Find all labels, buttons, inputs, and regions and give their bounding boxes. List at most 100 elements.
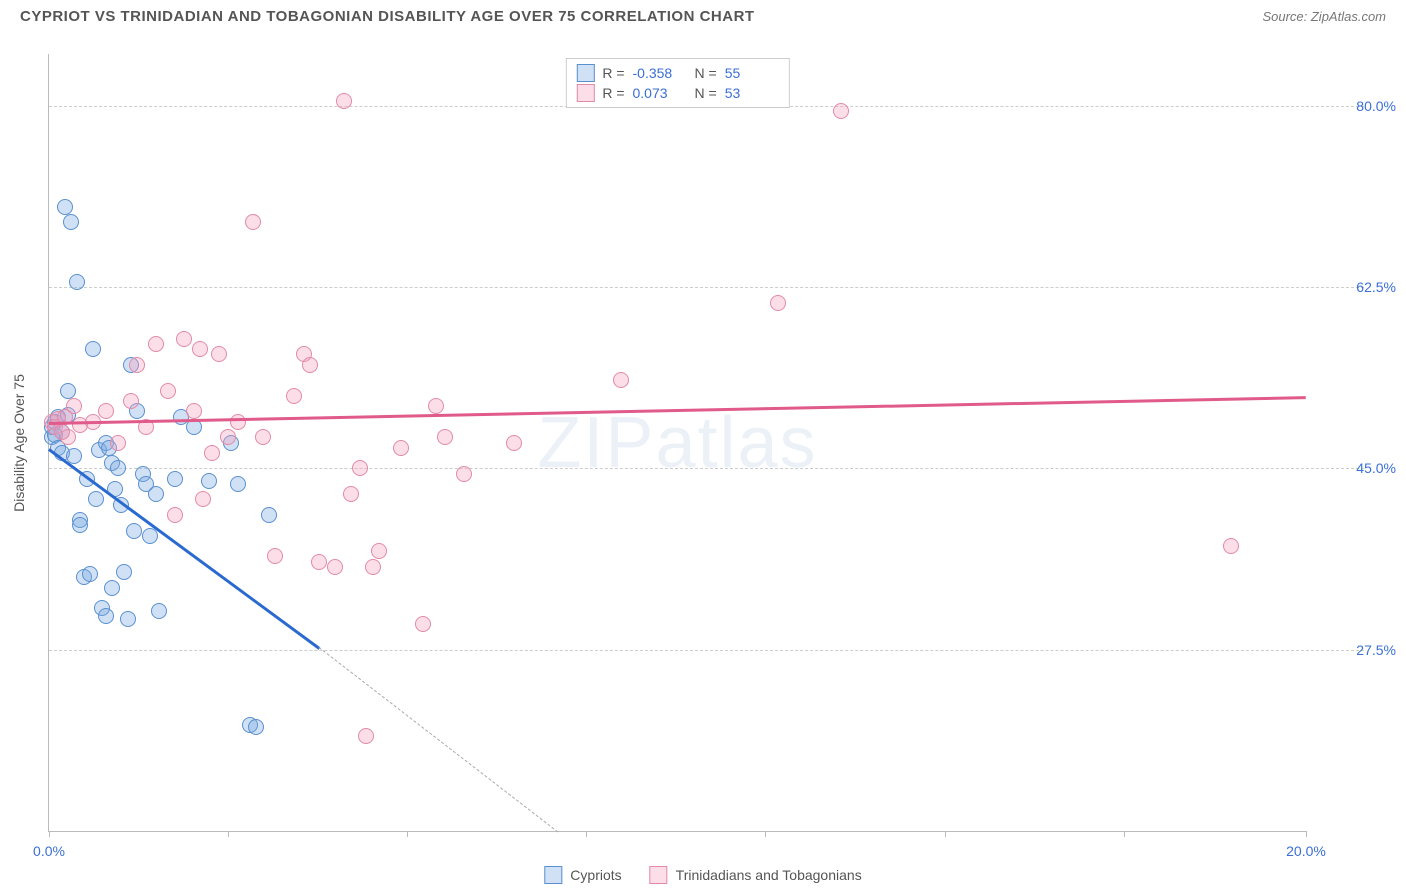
- x-tick: [945, 831, 946, 837]
- x-tick-label: 0.0%: [33, 843, 65, 859]
- scatter-point: [69, 274, 85, 290]
- scatter-point: [98, 608, 114, 624]
- x-tick: [407, 831, 408, 837]
- scatter-point: [286, 388, 302, 404]
- scatter-point: [267, 548, 283, 564]
- scatter-point: [437, 429, 453, 445]
- scatter-point: [151, 603, 167, 619]
- scatter-point: [110, 435, 126, 451]
- scatter-point: [833, 103, 849, 119]
- scatter-point: [358, 728, 374, 744]
- trend-line: [319, 647, 558, 832]
- y-tick-label: 62.5%: [1326, 279, 1396, 295]
- scatter-point: [98, 403, 114, 419]
- scatter-point: [415, 616, 431, 632]
- scatter-point: [176, 331, 192, 347]
- gridline: [49, 468, 1364, 469]
- scatter-point: [160, 383, 176, 399]
- scatter-point: [245, 214, 261, 230]
- scatter-point: [327, 559, 343, 575]
- scatter-point: [770, 295, 786, 311]
- scatter-point: [167, 507, 183, 523]
- watermark-part2: atlas: [655, 403, 817, 483]
- scatter-point: [204, 445, 220, 461]
- scatter-point: [126, 523, 142, 539]
- scatter-point: [506, 435, 522, 451]
- legend-swatch: [650, 866, 668, 884]
- stat-r-label: R =: [602, 85, 624, 101]
- scatter-point: [104, 580, 120, 596]
- stat-row: R = 0.073 N = 53: [576, 83, 778, 103]
- watermark-part1: ZIP: [537, 403, 655, 483]
- x-tick: [228, 831, 229, 837]
- trend-line: [48, 448, 320, 649]
- scatter-point: [120, 611, 136, 627]
- legend-item: Cypriots: [544, 866, 621, 884]
- stat-n-label: N =: [695, 65, 717, 81]
- scatter-point: [1223, 538, 1239, 554]
- trend-line: [49, 396, 1306, 424]
- y-tick-label: 45.0%: [1326, 460, 1396, 476]
- y-tick-label: 80.0%: [1326, 98, 1396, 114]
- x-tick: [1124, 831, 1125, 837]
- scatter-point: [456, 466, 472, 482]
- y-tick-label: 27.5%: [1326, 642, 1396, 658]
- chart-title: CYPRIOT VS TRINIDADIAN AND TOBAGONIAN DI…: [20, 8, 755, 25]
- correlation-stat-box: R = -0.358 N = 55 R = 0.073 N = 53: [565, 58, 789, 108]
- scatter-point: [352, 460, 368, 476]
- scatter-point: [201, 473, 217, 489]
- chart-header: CYPRIOT VS TRINIDADIAN AND TOBAGONIAN DI…: [0, 0, 1406, 29]
- scatter-point: [129, 357, 145, 373]
- scatter-point: [60, 429, 76, 445]
- x-tick: [765, 831, 766, 837]
- x-tick: [49, 831, 50, 837]
- stat-r-label: R =: [602, 65, 624, 81]
- scatter-point: [613, 372, 629, 388]
- scatter-point: [261, 507, 277, 523]
- scatter-point: [248, 719, 264, 735]
- scatter-point: [167, 471, 183, 487]
- legend-label: Cypriots: [570, 867, 621, 883]
- scatter-point: [186, 403, 202, 419]
- scatter-point: [192, 341, 208, 357]
- gridline: [49, 287, 1364, 288]
- scatter-point: [365, 559, 381, 575]
- stat-r-value: -0.358: [633, 65, 687, 81]
- stat-row: R = -0.358 N = 55: [576, 63, 778, 83]
- scatter-point: [230, 414, 246, 430]
- x-tick-label: 20.0%: [1286, 843, 1326, 859]
- scatter-point: [72, 517, 88, 533]
- scatter-point: [63, 214, 79, 230]
- scatter-point: [428, 398, 444, 414]
- scatter-point: [148, 336, 164, 352]
- scatter-point: [66, 398, 82, 414]
- scatter-point: [302, 357, 318, 373]
- scatter-point: [255, 429, 271, 445]
- legend-swatch: [544, 866, 562, 884]
- y-axis-title: Disability Age Over 75: [11, 374, 27, 512]
- stat-n-value: 53: [725, 85, 779, 101]
- scatter-point: [230, 476, 246, 492]
- scatter-point: [220, 429, 236, 445]
- scatter-point: [311, 554, 327, 570]
- stat-n-label: N =: [695, 85, 717, 101]
- scatter-point: [60, 383, 76, 399]
- bottom-legend: Cypriots Trinidadians and Tobagonians: [544, 866, 861, 884]
- gridline: [49, 650, 1364, 651]
- chart-plot-area: Disability Age Over 75 ZIPatlas R =-0.35…: [48, 54, 1306, 832]
- scatter-point: [336, 93, 352, 109]
- scatter-point: [142, 528, 158, 544]
- scatter-point: [148, 486, 164, 502]
- scatter-point: [123, 393, 139, 409]
- stat-r-value: 0.073: [633, 85, 687, 101]
- x-tick: [586, 831, 587, 837]
- x-tick: [1306, 831, 1307, 837]
- stat-n-value: 55: [725, 65, 779, 81]
- scatter-point: [343, 486, 359, 502]
- legend-swatch: [576, 64, 594, 82]
- legend-item: Trinidadians and Tobagonians: [650, 866, 862, 884]
- scatter-point: [371, 543, 387, 559]
- scatter-point: [110, 460, 126, 476]
- source-label: Source: ZipAtlas.com: [1262, 9, 1386, 24]
- scatter-point: [393, 440, 409, 456]
